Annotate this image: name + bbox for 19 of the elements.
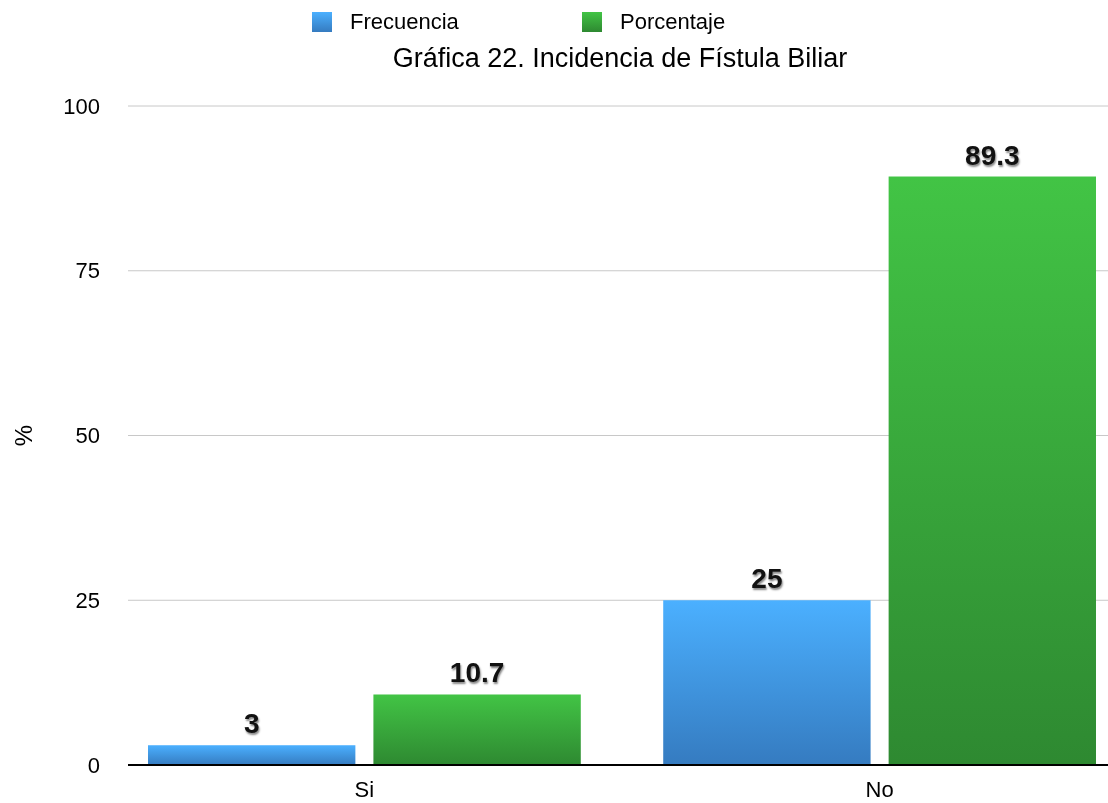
bar: [663, 600, 871, 765]
data-label: 89.3: [965, 139, 1020, 171]
legend-label: Porcentaje: [620, 9, 726, 34]
bar: [148, 745, 356, 765]
bar: [888, 176, 1096, 765]
y-axis-title: %: [10, 424, 37, 447]
y-tick-label: 25: [75, 587, 100, 613]
y-tick-label: 0: [87, 752, 100, 778]
y-tick-label: 75: [75, 258, 100, 284]
chart-title: Gráfica 22. Incidencia de Fístula Biliar: [392, 43, 848, 73]
bar: [373, 694, 581, 765]
legend-label: Frecuencia: [350, 9, 460, 34]
y-tick-label: 100: [63, 93, 100, 119]
data-label: 3: [243, 708, 260, 740]
data-label: 25: [751, 563, 783, 595]
x-tick-label: No: [865, 777, 894, 802]
x-tick-label: Si: [354, 777, 375, 802]
y-tick-label: 50: [75, 423, 100, 449]
data-label: 10.7: [449, 657, 505, 689]
